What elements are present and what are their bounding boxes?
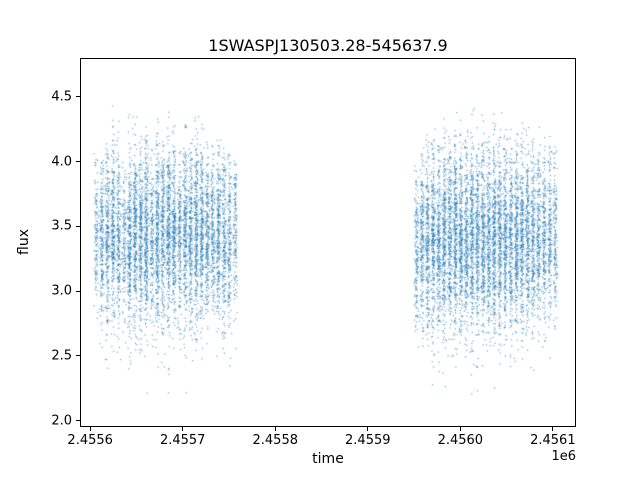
y-tick-label: 2.0: [51, 413, 72, 429]
x-tick-label: 2.4558: [252, 433, 299, 448]
y-tick-mark: [76, 225, 80, 227]
y-tick-mark: [76, 161, 80, 163]
y-axis-label: flux: [16, 229, 32, 255]
y-tick-label: 3.0: [51, 283, 72, 299]
y-tick-mark: [76, 420, 80, 422]
x-tick-label: 2.4559: [345, 433, 391, 448]
x-tick-label: 2.4561: [530, 433, 576, 448]
x-tick-label: 2.4560: [437, 433, 484, 448]
x-axis-label: time: [312, 451, 344, 467]
x-tick-mark: [89, 427, 91, 431]
y-tick-mark: [76, 355, 80, 357]
x-axis-offset-text: 1e6: [551, 449, 576, 464]
x-tick-label: 2.4557: [159, 433, 206, 448]
chart-title: 1SWASPJ130503.28-545637.9: [208, 36, 448, 55]
x-tick-mark: [459, 427, 461, 431]
y-tick-label: 4.5: [51, 89, 72, 105]
y-tick-label: 4.0: [51, 154, 72, 170]
x-tick-label: 2.4556: [67, 433, 113, 448]
x-tick-mark: [182, 427, 184, 431]
x-tick-mark: [552, 427, 554, 431]
y-tick-label: 2.5: [51, 348, 72, 364]
x-tick-mark: [274, 427, 276, 431]
y-tick-mark: [76, 290, 80, 292]
scatter-canvas: [80, 58, 576, 427]
x-tick-mark: [367, 427, 369, 431]
y-tick-label: 3.5: [51, 218, 72, 234]
y-tick-mark: [76, 96, 80, 98]
